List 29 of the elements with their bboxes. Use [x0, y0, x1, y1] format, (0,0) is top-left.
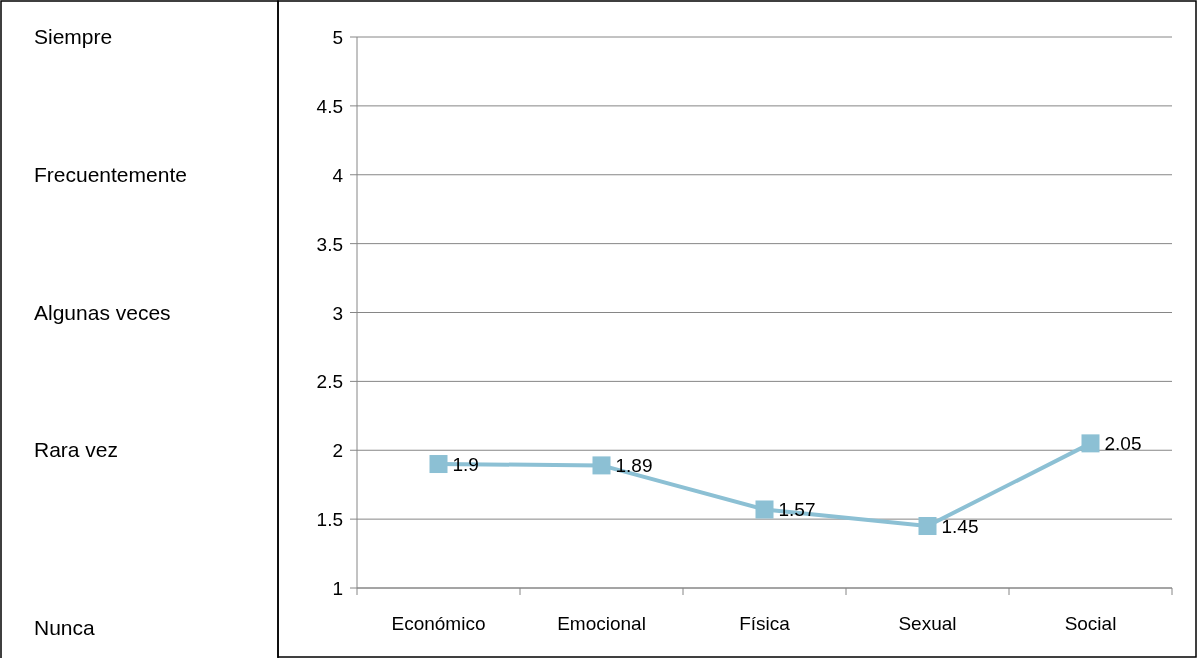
text: Frecuentemente [34, 162, 187, 186]
y-tick-label: 5 [332, 27, 343, 48]
point [755, 500, 774, 519]
y-tick-label: 3.5 [316, 233, 343, 255]
y-tick-label: 2 [332, 440, 343, 462]
x-tick-label: Sexual [898, 613, 957, 634]
y-tick-label: 3 [332, 302, 343, 324]
text: Algunas veces [34, 300, 171, 324]
y-tick-label: 4 [332, 164, 344, 186]
x-tick-label: Social [1064, 613, 1117, 634]
data-label: 1.45 [941, 516, 979, 538]
data-label: 1.57 [778, 499, 816, 521]
x-tick-label: Económico [391, 613, 486, 634]
point [1081, 434, 1100, 453]
point [429, 455, 448, 474]
y-tick-label: 1.5 [316, 509, 343, 531]
data-label: 1.89 [615, 455, 653, 477]
y-tick-label: 4.5 [316, 95, 343, 117]
y-tick-label: 2.5 [316, 371, 343, 393]
x-tick-label: Emocional [557, 613, 646, 634]
text: Rara vez [34, 438, 119, 462]
x-tick-label: Física [739, 613, 791, 634]
y-tick-label: 1 [332, 578, 343, 599]
point [918, 517, 937, 536]
point [592, 456, 611, 475]
text: Nunca [34, 616, 96, 639]
data-label: 2.05 [1104, 433, 1142, 455]
data-label: 1.9 [452, 454, 479, 476]
text: Siempre [34, 25, 113, 48]
